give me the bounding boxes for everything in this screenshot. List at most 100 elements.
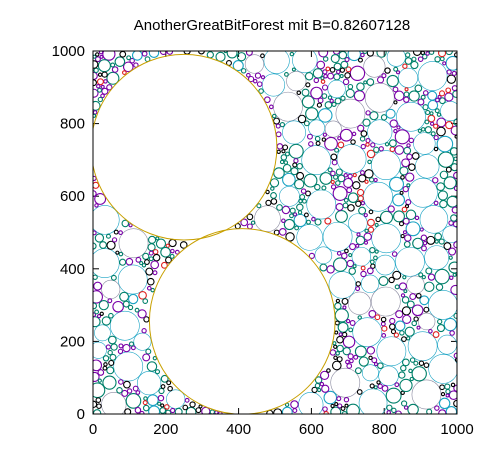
small-circle bbox=[336, 144, 367, 174]
small-circle bbox=[113, 229, 119, 235]
small-circle bbox=[351, 246, 372, 267]
small-circle bbox=[433, 134, 439, 141]
small-circle bbox=[106, 366, 115, 375]
small-circle bbox=[353, 354, 359, 360]
small-circle bbox=[206, 51, 214, 59]
small-circle bbox=[346, 403, 360, 414]
small-circle bbox=[403, 240, 411, 248]
small-circle bbox=[344, 248, 349, 254]
small-circle bbox=[93, 60, 99, 69]
small-circle bbox=[166, 380, 172, 386]
small-circle bbox=[369, 383, 375, 389]
small-circle bbox=[246, 223, 253, 230]
small-circle bbox=[312, 68, 324, 79]
small-circle bbox=[355, 281, 362, 287]
small-circle bbox=[315, 140, 321, 146]
small-circle bbox=[367, 218, 375, 227]
small-circle bbox=[358, 356, 369, 367]
small-circle bbox=[302, 198, 307, 204]
small-circle bbox=[102, 51, 116, 61]
small-circle bbox=[112, 300, 124, 313]
small-circle bbox=[401, 206, 408, 213]
small-circle bbox=[406, 143, 411, 148]
small-circle bbox=[392, 86, 399, 93]
small-circle bbox=[321, 84, 329, 91]
small-circle bbox=[380, 114, 388, 121]
small-circle bbox=[368, 177, 375, 183]
small-circle bbox=[301, 95, 315, 109]
small-circle bbox=[276, 149, 281, 155]
small-circle bbox=[308, 119, 326, 137]
small-circle bbox=[311, 216, 316, 222]
small-circle bbox=[363, 181, 393, 212]
small-circle bbox=[427, 114, 436, 123]
small-circle bbox=[436, 126, 446, 137]
small-circle bbox=[322, 406, 328, 412]
small-circle bbox=[99, 54, 104, 59]
small-circle bbox=[275, 131, 282, 138]
small-circle bbox=[285, 232, 295, 242]
small-circle bbox=[322, 221, 353, 252]
small-circle bbox=[260, 53, 265, 59]
small-circle bbox=[434, 56, 441, 63]
small-circle bbox=[381, 385, 389, 392]
small-circle bbox=[355, 235, 366, 246]
small-circle bbox=[327, 79, 346, 99]
small-circle bbox=[117, 264, 148, 295]
small-circle bbox=[305, 82, 311, 88]
small-circle bbox=[314, 382, 321, 389]
small-circle bbox=[93, 290, 103, 304]
small-circle bbox=[266, 409, 274, 414]
small-circle bbox=[314, 135, 321, 142]
small-circle bbox=[126, 388, 133, 394]
small-circle bbox=[421, 275, 426, 280]
small-circle bbox=[452, 221, 457, 228]
small-circle bbox=[301, 145, 332, 175]
small-circle bbox=[411, 56, 417, 62]
small-circle bbox=[405, 221, 421, 237]
small-circle bbox=[381, 73, 387, 79]
small-circle bbox=[350, 139, 356, 145]
small-circle bbox=[438, 397, 451, 410]
small-circle bbox=[336, 251, 342, 256]
small-circle bbox=[425, 109, 431, 116]
small-circle bbox=[340, 95, 346, 101]
small-circle bbox=[297, 210, 303, 215]
small-circle bbox=[403, 289, 408, 294]
small-circle bbox=[349, 320, 356, 326]
small-circle bbox=[108, 312, 114, 319]
small-circle bbox=[94, 56, 101, 63]
small-circle bbox=[122, 70, 127, 75]
small-circle bbox=[324, 120, 342, 138]
small-circle bbox=[363, 232, 372, 241]
small-circle bbox=[434, 108, 440, 114]
small-circle bbox=[273, 167, 285, 179]
small-circle bbox=[93, 88, 99, 98]
small-circle bbox=[366, 78, 375, 86]
small-circle bbox=[435, 283, 444, 291]
small-circle bbox=[139, 410, 145, 414]
small-circle bbox=[367, 226, 375, 233]
small-circle bbox=[337, 174, 346, 183]
small-circle bbox=[406, 153, 413, 160]
small-circle bbox=[395, 70, 401, 75]
small-circle bbox=[426, 235, 436, 245]
small-circle bbox=[165, 256, 172, 264]
small-circle bbox=[124, 408, 132, 414]
small-circle bbox=[406, 275, 425, 294]
small-circle bbox=[95, 397, 102, 403]
small-circle bbox=[146, 361, 158, 372]
small-circle bbox=[345, 66, 352, 73]
small-circle bbox=[279, 185, 300, 207]
small-circle bbox=[436, 135, 454, 153]
small-circle bbox=[290, 400, 299, 409]
small-circle bbox=[299, 193, 306, 200]
small-circle bbox=[168, 238, 177, 248]
small-circle bbox=[360, 130, 368, 138]
small-circle bbox=[298, 198, 303, 204]
small-circle bbox=[360, 270, 367, 278]
small-circle bbox=[363, 240, 369, 245]
small-circle bbox=[376, 380, 381, 385]
small-circle bbox=[252, 78, 258, 84]
small-circle bbox=[419, 295, 430, 306]
